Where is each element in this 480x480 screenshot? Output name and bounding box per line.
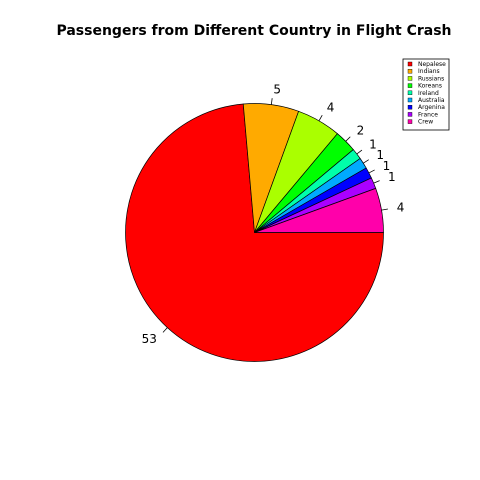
leader-line-indians — [270, 98, 273, 105]
leader-line-russians — [318, 114, 323, 121]
pie-slices — [125, 103, 384, 362]
chart-title: Passengers from Different Country in Fli… — [56, 23, 451, 39]
legend: NepaleseIndiansRussiansKoreansIrelandAus… — [402, 58, 450, 131]
legend-swatch-ireland — [407, 90, 413, 96]
slice-value-label-ireland: 1 — [369, 138, 377, 152]
slice-value-label-nepalese: 53 — [142, 332, 157, 346]
slice-value-label-argenina: 1 — [383, 159, 391, 173]
legend-swatch-france — [407, 112, 413, 117]
leader-line-ireland — [356, 149, 363, 155]
legend-swatch-nepalese — [407, 61, 413, 67]
legend-swatch-australia — [407, 97, 413, 103]
legend-label-france: France — [418, 111, 438, 118]
leader-line-crew — [381, 208, 388, 211]
slice-value-label-australia: 1 — [376, 148, 384, 162]
legend-label-indians: Indians — [418, 68, 440, 75]
legend-swatch-koreans — [407, 83, 413, 88]
legend-label-russians: Russians — [418, 75, 444, 82]
leader-line-france — [373, 180, 380, 184]
legend-swatch-argenina — [407, 104, 413, 110]
leader-line-australia — [363, 159, 369, 164]
slice-value-label-russians: 4 — [327, 100, 335, 114]
legend-label-crew: Crew — [418, 119, 433, 126]
leader-line-koreans — [345, 136, 351, 142]
slice-value-label-france: 1 — [388, 170, 396, 184]
pie-slice-crew — [254, 187, 384, 233]
slice-value-label-koreans: 2 — [357, 123, 365, 137]
slice-value-label-indians: 5 — [273, 82, 281, 96]
legend-label-argenina: Argenina — [418, 104, 445, 111]
legend-swatch-crew — [407, 119, 413, 124]
slice-value-label-crew: 4 — [397, 200, 405, 214]
legend-label-nepalese: Nepalese — [418, 61, 446, 68]
legend-swatch-indians — [407, 68, 413, 74]
legend-label-koreans: Koreans — [418, 83, 442, 90]
legend-label-australia: Australia — [418, 97, 445, 104]
legend-label-ireland: Ireland — [418, 90, 439, 97]
leader-line-nepalese — [162, 327, 168, 333]
legend-swatch-russians — [407, 76, 413, 81]
leader-line-argenina — [368, 169, 375, 174]
label-leader-lines — [162, 98, 388, 333]
